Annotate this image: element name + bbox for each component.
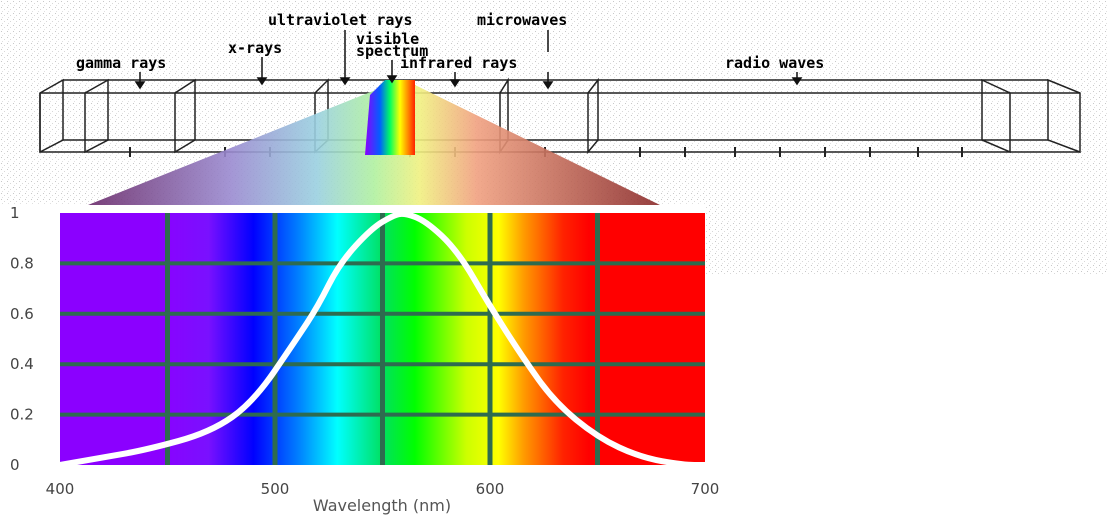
x-axis-ticks: 400 500 600 700 [46,480,720,498]
label-visible: visible [356,30,419,48]
label-microwaves: microwaves [477,11,567,29]
y-axis-ticks: 0 0.2 0.4 0.6 0.8 1 [10,204,34,474]
x-tick-label: 400 [46,480,75,498]
x-tick-label: 700 [691,480,720,498]
luminosity-curve [57,210,708,468]
y-tick-label: 0.6 [10,305,34,323]
label-pointer-arrows [134,30,803,90]
label-radio-waves: radio waves [725,54,824,72]
plot-grid [60,213,705,465]
label-infrared-rays: infrared rays [400,54,517,72]
em-spectrum-tube [39,77,1081,155]
luminosity-chart: 0 0.2 0.4 0.6 0.8 1 400 500 600 700 Wavelength (… [10,204,719,515]
label-ultraviolet-rays: ultraviolet rays [268,11,413,29]
label-spectrum: spectrum [356,42,428,60]
band-labels: gamma rays x-rays ultraviolet rays visib… [76,11,824,72]
x-tick-label: 600 [476,480,505,498]
y-tick-label: 0 [10,456,20,474]
speckle-background-right [705,205,1108,275]
y-tick-label: 0.8 [10,254,34,272]
y-tick-label: 0.4 [10,355,34,373]
y-tick-label: 0.2 [10,406,34,424]
x-tick-label: 500 [261,480,290,498]
x-axis-title: Wavelength (nm) [313,496,451,515]
label-gamma-rays: gamma rays [76,54,166,72]
visible-band-block [365,80,415,155]
y-tick-label: 1 [10,204,20,222]
label-x-rays: x-rays [228,39,282,57]
